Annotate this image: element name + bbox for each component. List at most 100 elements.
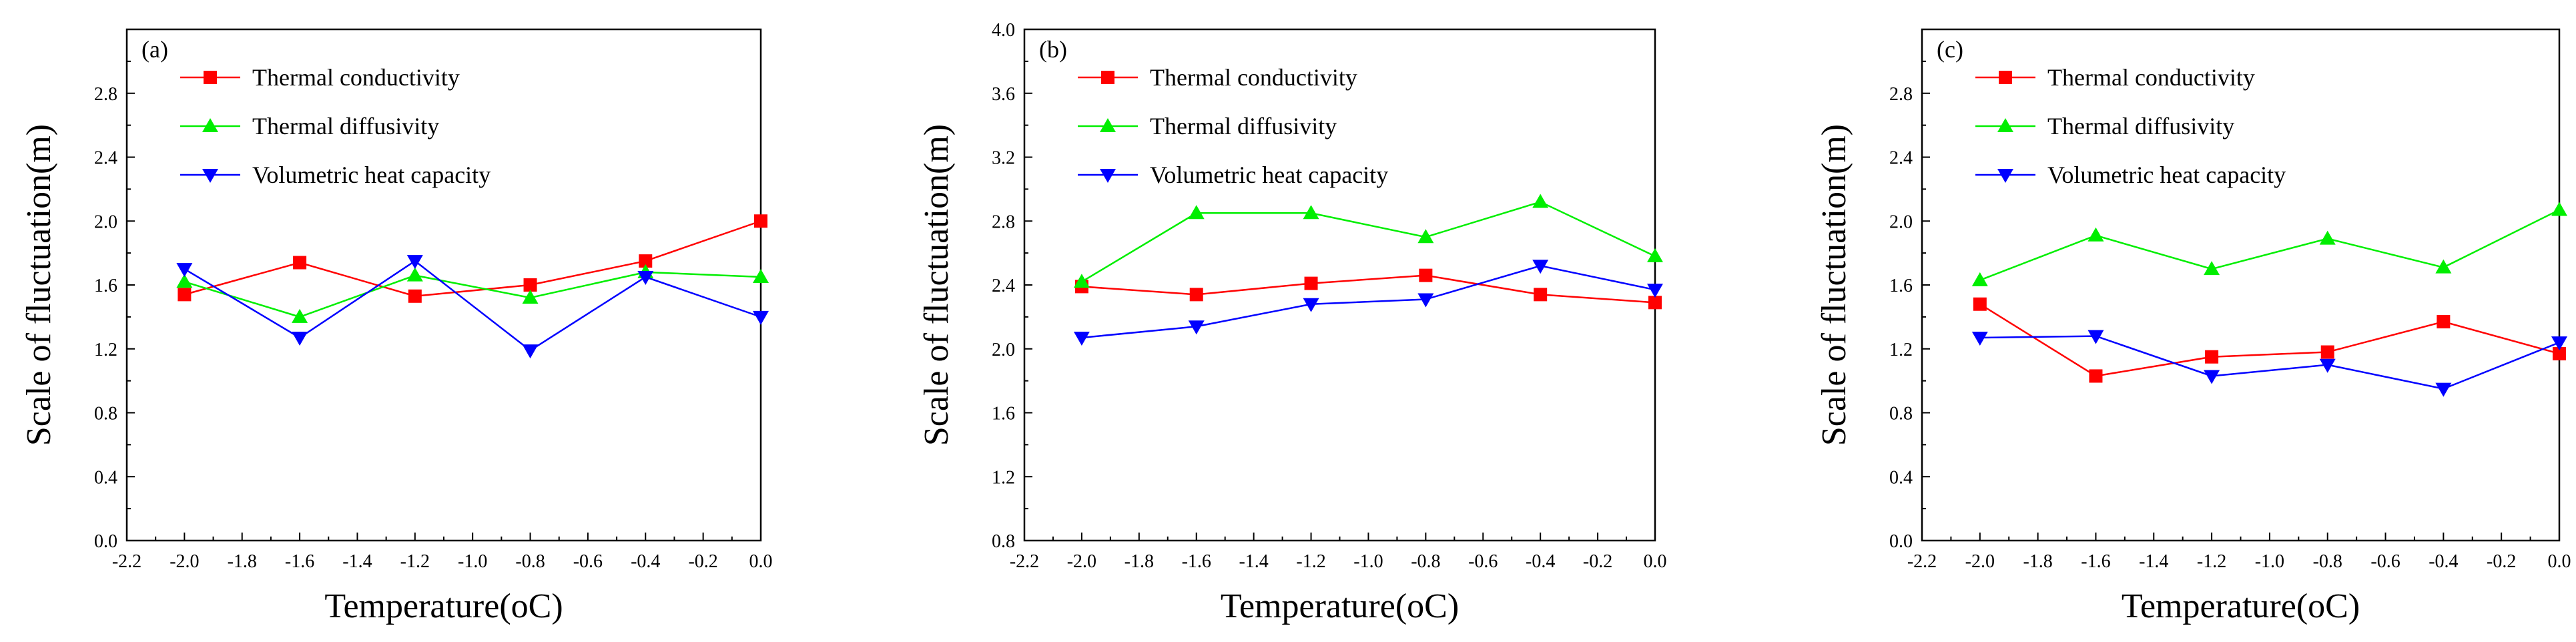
y-tick-label: 2.8: [1889, 84, 1913, 105]
x-tick-label: -2.2: [1907, 551, 1937, 572]
x-tick-label: 0.0: [2548, 551, 2571, 572]
legend-label: Thermal conductivity: [252, 64, 460, 91]
series-line-1: [1979, 303, 2560, 377]
y-tick-label: 0.0: [1889, 531, 1913, 552]
panel-label: (c): [1937, 36, 1963, 63]
data-point-series-3: [1188, 320, 1205, 335]
y-tick-label: 1.6: [94, 276, 117, 296]
legend-label: Thermal diffusivity: [2047, 113, 2234, 139]
data-point-series-2: [292, 308, 308, 323]
data-point-series-3: [292, 331, 308, 346]
data-point-series-1: [1534, 288, 1548, 302]
series-line-2: [1979, 209, 2560, 281]
x-tick-label: -1.2: [1296, 551, 1325, 572]
data-point-series-3: [522, 344, 539, 359]
data-point-series-3: [2204, 370, 2220, 384]
legend-marker: [1101, 71, 1114, 84]
data-point-series-2: [176, 274, 193, 288]
data-point-series-1: [178, 288, 192, 302]
data-point-series-1: [2205, 350, 2219, 364]
data-point-series-1: [523, 278, 537, 292]
data-point-series-1: [1648, 296, 1662, 310]
data-point-series-1: [1189, 288, 1203, 302]
y-tick-label: 1.2: [992, 467, 1015, 488]
legend-label: Volumetric heat capacity: [1150, 162, 1388, 188]
legend-marker: [1100, 169, 1116, 183]
data-point-series-2: [2204, 261, 2220, 276]
legend-marker: [204, 71, 217, 84]
x-tick-label: -2.0: [1965, 551, 1995, 572]
data-point-series-2: [522, 290, 539, 304]
data-point-series-3: [1417, 293, 1434, 308]
x-tick-label: -0.4: [1526, 551, 1555, 572]
data-point-series-2: [1188, 205, 1205, 220]
y-tick-label: 2.4: [992, 276, 1015, 296]
x-tick-label: -1.6: [2081, 551, 2110, 572]
x-tick-label: -1.4: [342, 551, 372, 572]
data-point-series-3: [1971, 331, 1988, 346]
x-tick-label: -0.2: [2487, 551, 2516, 572]
y-tick-label: 0.4: [94, 467, 117, 488]
series-line-1: [184, 220, 761, 298]
y-tick-label: 4.0: [992, 20, 1015, 41]
y-axis-title: Scale of fluctuation(m): [1815, 124, 1853, 446]
data-point-series-2: [2087, 227, 2104, 242]
x-tick-label: -0.6: [1468, 551, 1498, 572]
data-point-series-2: [1647, 248, 1663, 262]
y-tick-label: 2.4: [94, 148, 117, 169]
data-point-series-1: [2089, 369, 2103, 383]
chart-panel-1: -2.2 -2.0 -1.8 -1.6 -1.4 -1.2 -1.0 -0.8 -0.6 -0.4…: [20, 28, 773, 625]
data-point-series-1: [2553, 346, 2566, 360]
x-tick-label: -1.6: [1182, 551, 1211, 572]
x-tick-label: -0.8: [515, 551, 545, 572]
x-tick-label: 0.0: [1644, 551, 1667, 572]
data-point-series-3: [2087, 330, 2104, 344]
y-tick-label: 0.4: [1889, 467, 1913, 488]
data-point-series-1: [408, 289, 422, 303]
legend-label: Volumetric heat capacity: [252, 162, 491, 188]
x-tick-label: -0.4: [631, 551, 660, 572]
x-tick-label: -2.2: [1010, 551, 1039, 572]
data-point-series-3: [2319, 358, 2336, 373]
data-point-series-2: [1971, 272, 1988, 286]
data-point-series-3: [2435, 382, 2452, 397]
data-point-series-2: [2551, 202, 2567, 216]
legend-label: Thermal diffusivity: [1150, 113, 1337, 139]
x-tick-label: -0.8: [2313, 551, 2342, 572]
x-tick-label: -0.8: [1411, 551, 1440, 572]
y-tick-label: 0.0: [94, 531, 117, 552]
x-tick-label: -0.4: [2429, 551, 2458, 572]
panel-label: (a): [141, 36, 168, 63]
y-axis-title: Scale of fluctuation(m): [918, 124, 956, 446]
y-tick-label: 3.6: [992, 84, 1015, 105]
x-tick-label: -1.4: [1239, 551, 1268, 572]
x-tick-label: -1.2: [400, 551, 430, 572]
x-tick-label: -2.2: [112, 551, 141, 572]
x-axis-title: Temperature(oC): [2122, 587, 2360, 625]
data-point-series-2: [406, 267, 423, 282]
x-tick-label: -1.8: [228, 551, 257, 572]
series-line-2: [184, 271, 761, 318]
legend-marker: [1999, 71, 2012, 84]
legend-label: Thermal conductivity: [2047, 64, 2255, 91]
y-tick-label: 2.8: [992, 212, 1015, 232]
y-tick-label: 1.6: [1889, 276, 1913, 296]
legend-label: Volumetric heat capacity: [2047, 162, 2286, 188]
data-point-series-3: [176, 263, 193, 278]
legend-marker: [1100, 118, 1116, 132]
legend-label: Thermal conductivity: [1150, 64, 1357, 91]
y-tick-label: 1.2: [94, 340, 117, 360]
series-line-1: [1081, 274, 1656, 304]
x-tick-label: 0.0: [749, 551, 773, 572]
y-tick-label: 1.6: [992, 404, 1015, 424]
data-point-series-2: [1303, 205, 1319, 220]
data-point-series-3: [753, 310, 769, 325]
x-axis-title: Temperature(oC): [1221, 587, 1459, 625]
data-point-series-2: [753, 269, 769, 284]
y-tick-label: 2.8: [94, 84, 117, 105]
legend-marker: [1997, 118, 2013, 132]
y-tick-label: 3.2: [992, 148, 1015, 169]
y-tick-label: 2.0: [992, 340, 1015, 360]
x-tick-label: -1.2: [2197, 551, 2226, 572]
